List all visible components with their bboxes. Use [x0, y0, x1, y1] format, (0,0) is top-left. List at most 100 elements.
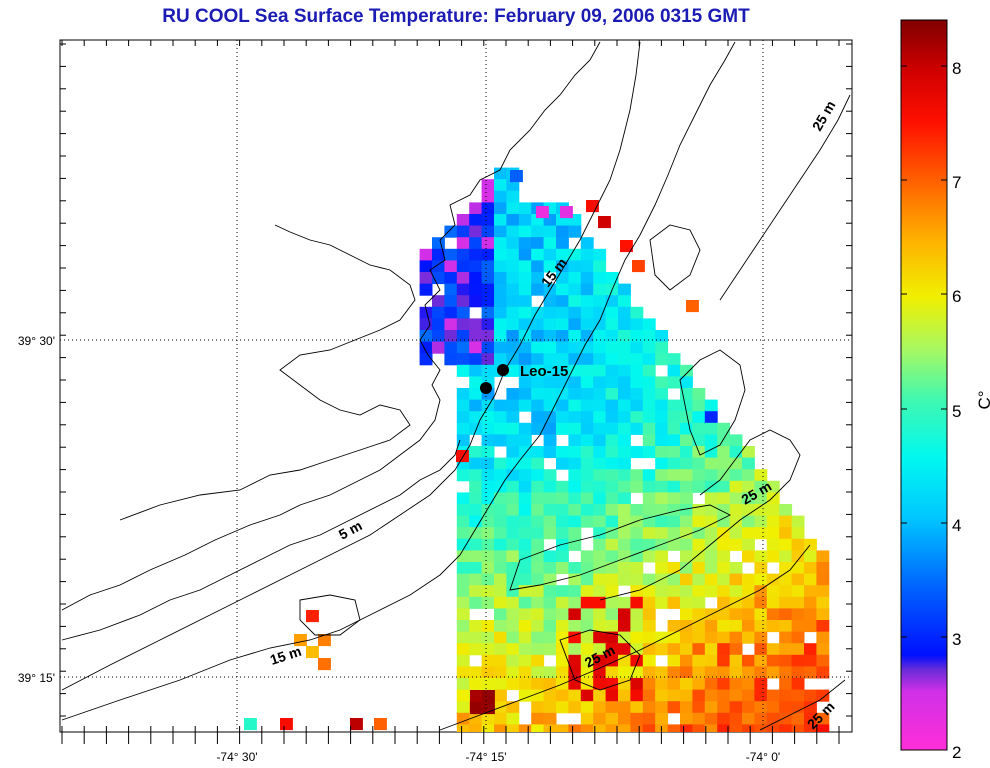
sst-pixel [518, 515, 532, 528]
sst-pixel [717, 654, 731, 667]
sst-pixel [419, 248, 433, 261]
sst-pixel [494, 237, 507, 250]
sst-pixel [816, 608, 830, 621]
sst-pixel [680, 724, 693, 732]
sst-pixel [779, 654, 793, 667]
sst-pixel [729, 608, 743, 621]
sst-pixel [630, 376, 644, 389]
sst-pixel [655, 701, 669, 714]
sst-pixel [556, 422, 569, 435]
sst-pixel [556, 596, 569, 609]
sst-pixel [531, 376, 545, 389]
sst-pixel [816, 573, 830, 586]
sst-pixel [642, 678, 656, 691]
sst-pixel [506, 422, 520, 435]
sst-pixel [593, 538, 607, 551]
sst-pixel [556, 689, 569, 702]
sst-pixel [518, 214, 532, 227]
sst-pixel [531, 411, 545, 424]
sst-pixel [816, 596, 830, 609]
sst-pixel [469, 469, 483, 482]
sst-pixel [556, 248, 569, 261]
sst-pixel [494, 422, 507, 435]
sst-pixel [456, 678, 470, 691]
sst-pixel [618, 457, 631, 470]
sst-pixel [481, 654, 495, 667]
sst-pixel [704, 550, 718, 563]
sst-pixel [717, 492, 731, 505]
sst-pixel [456, 492, 470, 505]
sst-pixel [779, 631, 793, 644]
sst-pixel [630, 504, 644, 517]
sst-pixel [456, 538, 470, 551]
sst-pixel [766, 480, 780, 493]
sst-pixel [444, 225, 458, 238]
sst-pixel [580, 608, 594, 621]
sst-pixel [618, 620, 631, 633]
sst-pixel [704, 631, 718, 644]
sst-pixel [618, 353, 631, 366]
sst-pixel [618, 364, 631, 377]
sst-pixel [632, 260, 645, 273]
sst-pixel [543, 515, 557, 528]
sst-pixel [630, 689, 644, 702]
sst-pixel [742, 620, 755, 633]
sst-pixel [580, 492, 594, 505]
sst-pixel [518, 492, 532, 505]
sst-pixel [556, 504, 569, 517]
sst-pixel [568, 283, 582, 296]
sst-pixel [729, 527, 743, 540]
sst-pixel [518, 620, 532, 633]
sst-pixel [580, 376, 594, 389]
sst-pixel [655, 585, 669, 598]
sst-pixel [618, 399, 631, 412]
sst-pixel [630, 353, 644, 366]
sst-pixel [506, 480, 520, 493]
sst-pixel [506, 631, 520, 644]
sst-pixel [506, 190, 520, 203]
sst-pixel [618, 643, 631, 656]
sst-pixel [543, 562, 557, 575]
sst-pixel [630, 631, 644, 644]
sst-pixel [642, 318, 656, 331]
sst-pixel [518, 283, 532, 296]
sst-pixel [593, 573, 607, 586]
sst-pixel [680, 480, 693, 493]
sst-pixel [766, 527, 780, 540]
lat-label-2: 39° 15' [18, 671, 55, 685]
sst-pixel [642, 701, 656, 714]
sst-pixel [506, 364, 520, 377]
sst-pixel [469, 318, 483, 331]
sst-pixel [456, 701, 470, 714]
sst-pixel [791, 608, 805, 621]
sst-pixel [518, 527, 532, 540]
sst-pixel [667, 689, 681, 702]
sst-pixel [481, 504, 495, 517]
sst-pixel [536, 206, 549, 219]
sst-pixel [618, 283, 631, 296]
sst-pixel [593, 504, 607, 517]
sst-pixel [754, 608, 768, 621]
sst-pixel [556, 225, 569, 238]
sst-pixel [481, 399, 495, 412]
sst-pixel [642, 422, 656, 435]
sst-pixel [580, 712, 594, 725]
sst-pixel [779, 504, 793, 517]
sst-pixel [630, 712, 644, 725]
sst-pixel [506, 260, 520, 273]
sst-pixel [494, 225, 507, 238]
sst-pixel [531, 515, 545, 528]
sst-pixel [704, 492, 718, 505]
sst-pixel [766, 643, 780, 656]
lat-label-1: 39° 30' [18, 334, 55, 348]
colorbar-label-5: 5 [952, 402, 961, 421]
sst-pixel [655, 562, 669, 575]
sst-pixel [419, 353, 433, 366]
sst-pixel [692, 480, 706, 493]
sst-pixel [692, 527, 706, 540]
sst-pixel [729, 701, 743, 714]
contour-25m-b [599, 429, 801, 601]
sst-pixel [642, 527, 656, 540]
sst-pixel [593, 608, 607, 621]
sst-pixel [630, 469, 644, 482]
